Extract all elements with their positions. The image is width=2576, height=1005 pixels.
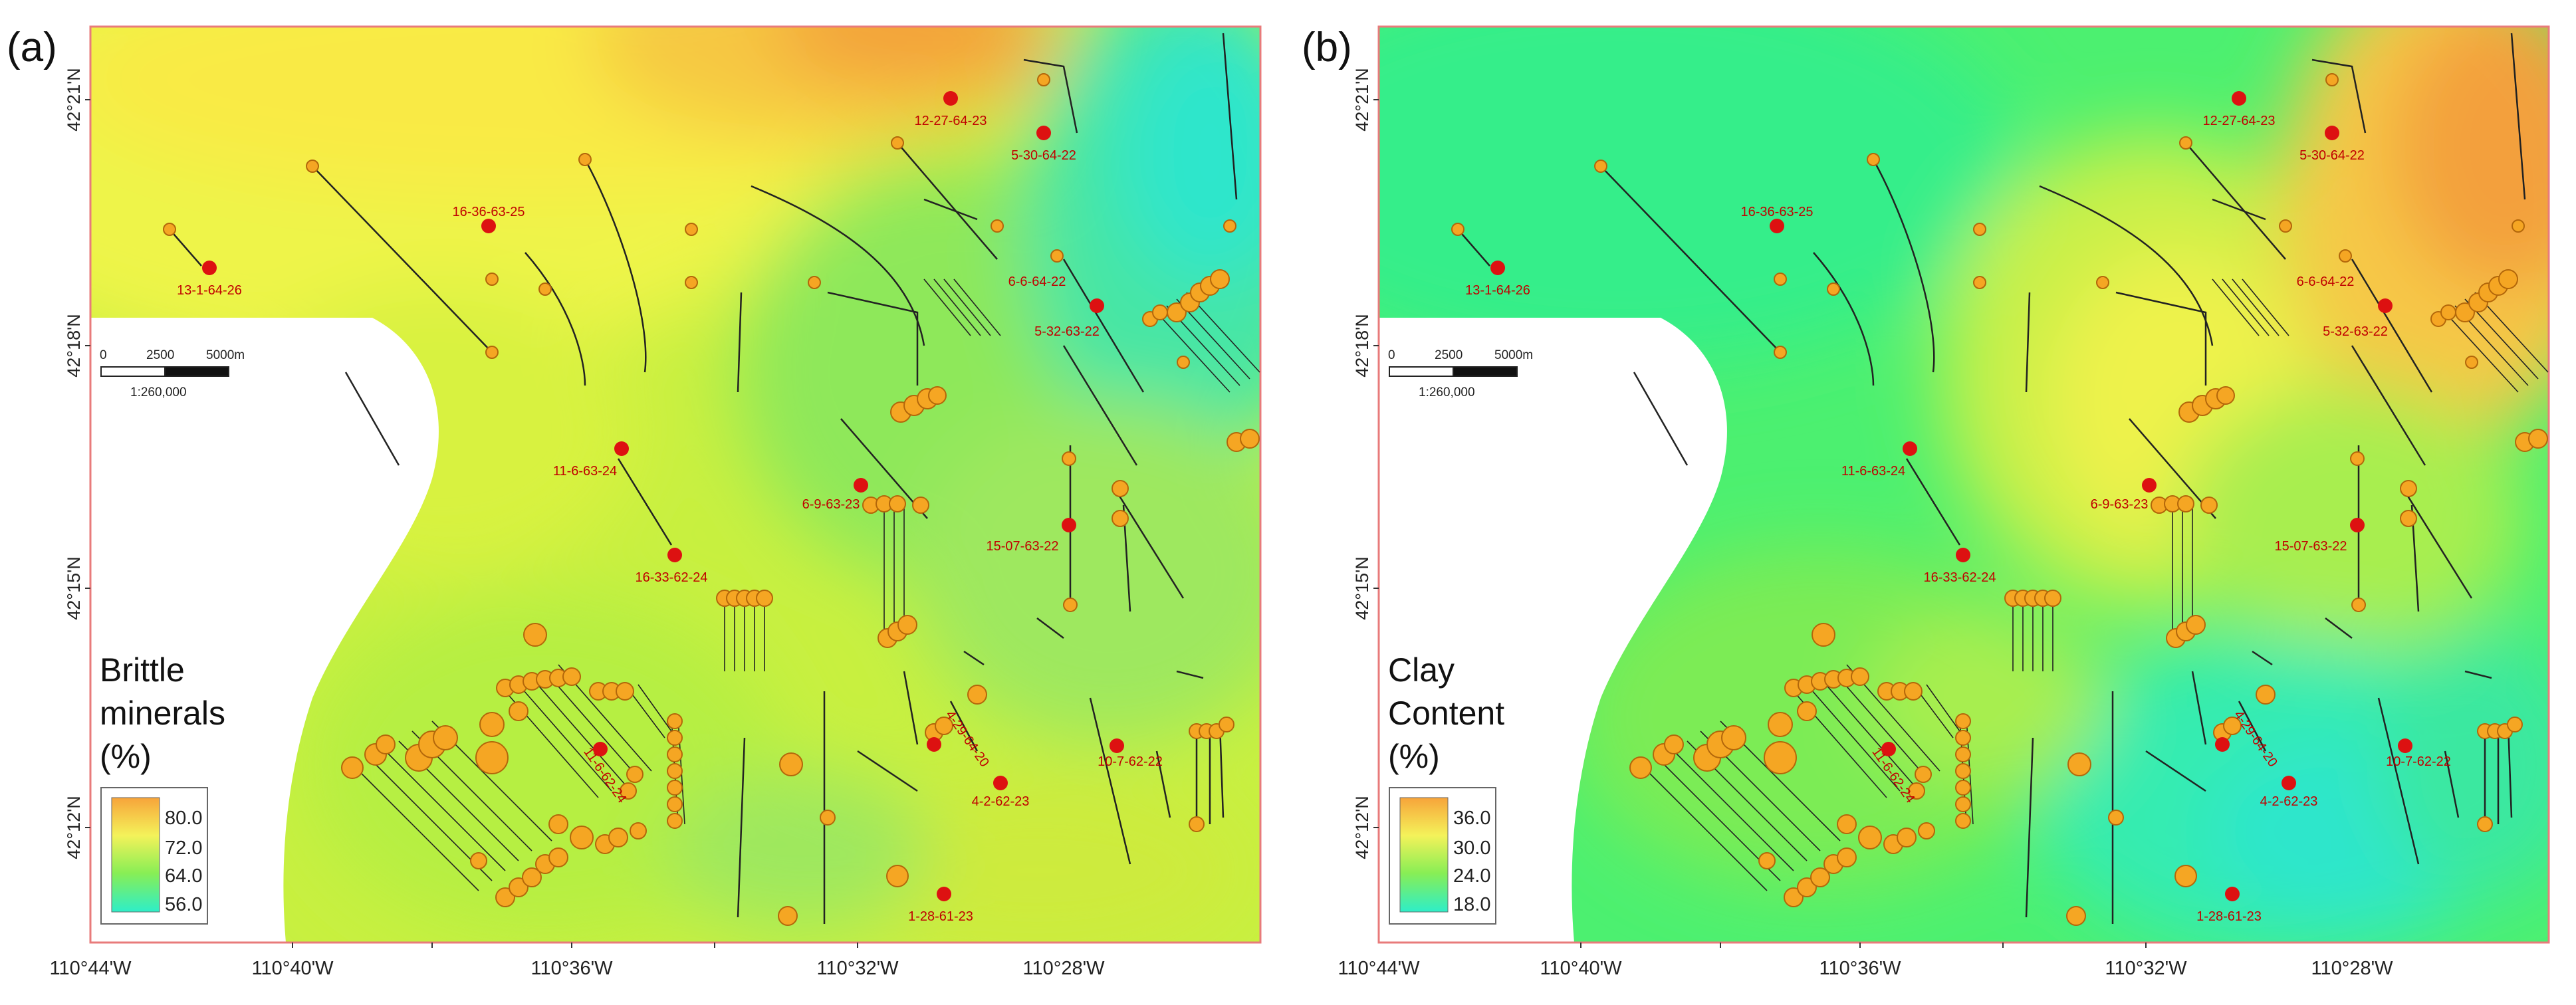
well-label: 15-07-63-22 [987,539,1059,554]
axis-ticks [85,99,858,948]
lat-label: 42°18'N [64,314,84,378]
contour-surface [90,27,1260,943]
well-label: 11-6-63-24 [553,464,617,479]
scale-tick: 2500 [1435,348,1463,362]
well-trajectories [1457,33,2526,924]
scale-tick: 5000m [206,348,245,362]
lon-label: 110°40'W [1540,958,1623,979]
well-label: 1-28-61-23 [2196,909,2262,924]
legend-title: Content [1388,695,1504,732]
map-frame [89,25,1262,944]
legend-title: minerals [100,695,225,732]
lon-label: 110°32'W [2105,958,2188,979]
lon-label: 110°44'W [1338,958,1421,979]
panel-label: (b) [1302,25,1352,70]
lon-label: 110°32'W [817,958,899,979]
scale-ratio: 1:260,000 [1419,386,1475,399]
lon-label: 110°36'W [1819,958,1902,979]
well-label: 1-28-61-23 [908,909,973,924]
well-label: 16-36-63-25 [453,205,525,219]
well-label: 5-30-64-22 [2299,148,2365,163]
legend-tick: 80.0 [165,808,202,829]
well-label: 13-1-64-26 [1465,283,1530,298]
legend-tick: 64.0 [165,865,202,887]
lon-label: 110°28'W [2311,958,2394,979]
legend: Brittle minerals (%) 80.0 72.0 64.0 56.0 [100,651,225,925]
lat-label: 42°21'N [1352,68,1372,132]
well-label: 5-30-64-22 [1011,148,1076,163]
legend-tick: 30.0 [1453,838,1490,859]
scale-bar: 0 2500 5000m 1:260,000 [1388,348,1533,399]
lon-label: 110°40'W [252,958,334,979]
well-label: 6-9-63-23 [2091,497,2149,512]
legend-tick: 24.0 [1453,865,1490,887]
legend-title: Brittle [100,651,185,689]
lat-label: 42°15'N [64,556,84,620]
scale-ratio: 1:260,000 [130,386,187,399]
scale-tick: 0 [1388,348,1395,362]
well-label: 10-7-62-22 [2386,754,2451,769]
scale-bar: 0 2500 5000m 1:260,000 [100,348,245,399]
well-label: 6-6-64-22 [2297,275,2355,289]
well-label: 13-1-64-26 [177,283,242,298]
well-label: 15-07-63-22 [2275,539,2347,554]
well-label: 6-9-63-23 [802,497,860,512]
well-label: 4-2-62-23 [972,794,1030,809]
lat-label: 42°15'N [1352,556,1372,620]
well-label: 12-27-64-23 [915,114,987,128]
lon-label: 110°28'W [1023,958,1106,979]
well-label: 16-33-62-24 [1924,570,1996,585]
legend-tick: 56.0 [165,894,202,915]
legend: Clay Content (%) 36.0 30.0 24.0 18.0 [1388,651,1504,925]
map-frame [1377,25,2550,944]
lat-label: 42°18'N [1352,314,1372,378]
legend-tick: 72.0 [165,838,202,859]
legend-tick: 36.0 [1453,808,1490,829]
well-label: 4-2-62-23 [2260,794,2318,809]
scale-tick: 0 [100,348,107,362]
well-label: 5-32-63-22 [2323,324,2388,339]
scale-tick: 2500 [146,348,174,362]
legend-title: Clay [1388,651,1455,689]
axis-ticks [1373,99,2147,948]
well-label: 6-6-64-22 [1008,275,1066,289]
well-trajectories [169,33,1238,924]
legend-title: (%) [1388,738,1440,775]
map-brittle-minerals: (a) 42°21'N 42°18'N 42°15'N 42° [7,25,1262,979]
legend-tick: 18.0 [1453,894,1490,915]
well-label: 5-32-63-22 [1034,324,1100,339]
lon-label: 110°44'W [50,958,132,979]
well-label: 11-6-63-24 [1841,464,1905,479]
panel-clay-content: (b) 42°21'N 42°18'N 42°15'N 42°12'N 110°… [1288,0,2576,1005]
lat-label: 42°12'N [1352,796,1372,859]
map-clay-content: (b) 42°21'N 42°18'N 42°15'N 42°12'N 110°… [1302,25,2550,979]
panel-label: (a) [7,25,57,70]
lat-label: 42°21'N [64,68,84,132]
panel-brittle-minerals: (a) 42°21'N 42°18'N 42°15'N 42° [7,25,1262,979]
well-pads [163,73,1260,926]
legend-title: (%) [100,738,152,775]
lon-label: 110°36'W [531,958,614,979]
well-label: 16-36-63-25 [1741,205,1814,219]
well-label: 16-33-62-24 [636,570,708,585]
well-pads [1451,73,2548,926]
well-label: 10-7-62-22 [1098,754,1163,769]
well-label: 12-27-64-23 [2203,114,2276,128]
lat-label: 42°12'N [64,796,84,859]
scale-tick: 5000m [1494,348,1533,362]
